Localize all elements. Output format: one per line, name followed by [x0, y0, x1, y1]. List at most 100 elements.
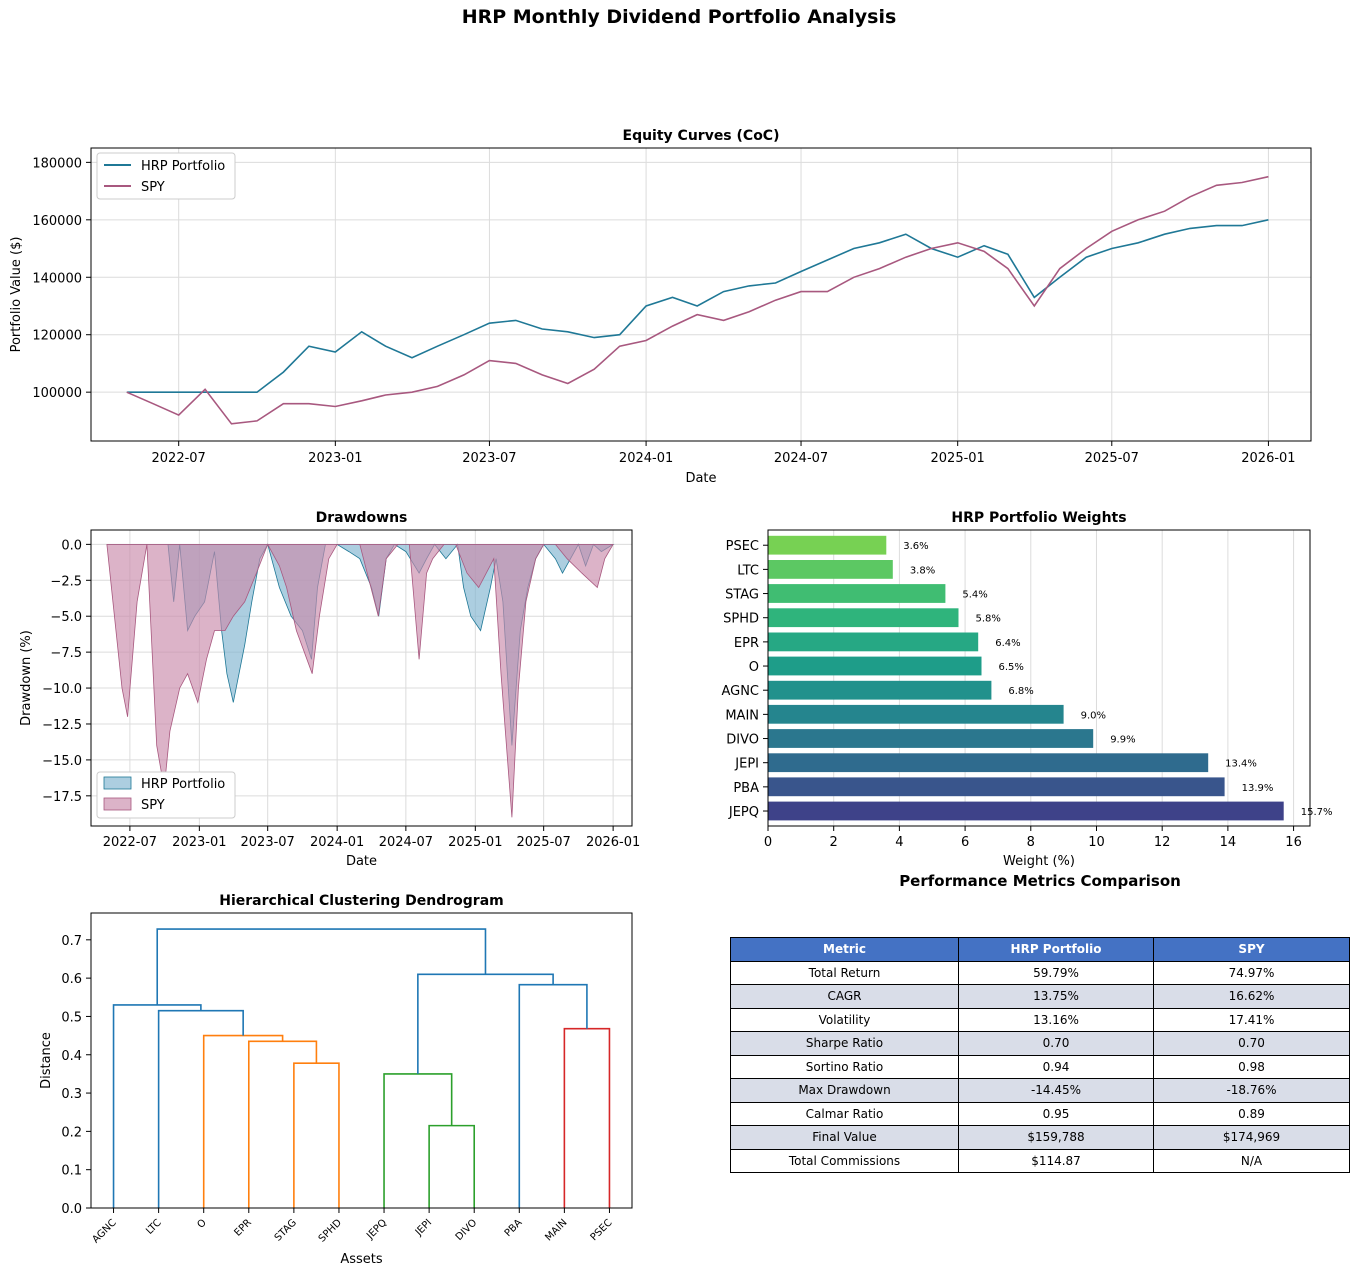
dendro-leaf-label: O — [195, 1217, 208, 1230]
metrics-cell-hrp: 13.75% — [958, 984, 1154, 1009]
weights-title: HRP Portfolio Weights — [951, 510, 1126, 526]
weights-bar — [768, 584, 946, 603]
drawdown-legend-swatch — [103, 776, 132, 790]
weights-bar — [768, 801, 1284, 821]
dendro-leaf-label: PBA — [503, 1217, 525, 1239]
dendro-link — [563, 1027, 611, 1208]
equity-y-tick-label: 120000 — [32, 329, 82, 344]
dendro-link — [112, 1004, 202, 1208]
metrics-cell-metric: Total Return — [730, 960, 959, 985]
drawdown-y-tick-label: −15.0 — [42, 754, 82, 769]
metrics-cell-spy: 0.70 — [1153, 1031, 1350, 1056]
dendro-link — [293, 1062, 340, 1208]
equity-x-tick-label: 2024-07 — [774, 451, 828, 466]
drawdown-legend-swatch — [103, 797, 132, 811]
weights-x-tick-label: 4 — [895, 835, 903, 850]
drawdown-y-tick-label: −2.5 — [50, 574, 82, 589]
equity-x-label: Date — [685, 471, 716, 486]
weights-y-tick-label: PBA — [733, 781, 759, 796]
weights-data-label: 3.6% — [903, 541, 928, 552]
drawdown-y-tick-label: −7.5 — [50, 646, 82, 661]
weights-data-label: 5.4% — [962, 590, 987, 601]
dendro-link — [383, 1073, 453, 1208]
metrics-row: Calmar Ratio 0.95 0.89 — [730, 1101, 1350, 1126]
dendro-link — [157, 1009, 244, 1208]
weights-x-tick-label: 12 — [1154, 835, 1171, 850]
equity-x-tick-label: 2024-01 — [619, 451, 673, 466]
dendro-leaf-label: LTC — [144, 1217, 164, 1237]
dendro-leaf-label: SPHD — [317, 1217, 345, 1245]
equity-x-tick-label: 2025-01 — [931, 451, 985, 466]
dendrogram-chart: 0.0 0.1 0.2 0.3 0.4 0.5 0.6 0.7 AGNC LTC O EPR STAG S… — [39, 893, 633, 1267]
weights-bar — [768, 656, 982, 676]
weights-data-label: 9.0% — [1081, 710, 1106, 721]
metrics-cell-hrp: 0.70 — [958, 1031, 1154, 1056]
dendro-leaf-label: STAG — [273, 1217, 299, 1243]
metrics-cell-metric: CAGR — [730, 984, 959, 1009]
dendro-link — [428, 1124, 476, 1208]
weights-bar — [768, 777, 1225, 797]
metrics-cell-hrp: -14.45% — [958, 1078, 1154, 1103]
equity-title: Equity Curves (CoC) — [623, 128, 780, 144]
drawdown-x-tick-label: 2023-01 — [172, 835, 226, 850]
drawdown-series-area — [106, 543, 614, 818]
dendro-leaf-label: JEPQ — [364, 1217, 389, 1242]
drawdown-legend-box — [96, 771, 236, 819]
metrics-cell-spy: -18.76% — [1153, 1078, 1350, 1103]
drawdown-x-tick-label: 2024-01 — [310, 835, 364, 850]
dendro-link — [202, 1034, 284, 1208]
dendro-leaf-label: AGNC — [90, 1217, 118, 1245]
weights-x-tick-label: 10 — [1088, 835, 1105, 850]
weights-x-tick-label: 8 — [1027, 835, 1035, 850]
metrics-cell-metric: Volatility — [730, 1007, 959, 1032]
metrics-row: Total Return 59.79% 74.97% — [730, 960, 1350, 985]
weights-bar — [768, 704, 1064, 724]
figure-title: HRP Monthly Dividend Portfolio Analysis — [461, 6, 897, 28]
weights-data-label: 13.9% — [1242, 783, 1274, 794]
weights-data-label: 15.7% — [1301, 807, 1333, 818]
dendro-y-label: Distance — [39, 1032, 54, 1089]
drawdown-y-tick-label: −17.5 — [42, 790, 82, 805]
weights-data-label: 6.5% — [999, 662, 1024, 673]
drawdown-x-tick-label: 2022-07 — [103, 835, 157, 850]
equity-x-tick-label: 2023-01 — [308, 451, 362, 466]
metrics-cell-metric: Sharpe Ratio — [730, 1031, 959, 1056]
dendro-y-tick-label: 0.7 — [61, 934, 82, 949]
weights-y-tick-label: STAG — [725, 588, 759, 603]
dendro-leaf-label: DIVO — [454, 1217, 480, 1243]
drawdown-y-tick-label: 0.0 — [61, 538, 82, 553]
weights-bar — [768, 632, 979, 652]
weights-chart: 0 2 4 6 8 10 12 14 16 JEPQ 15.7% PBA 13.9% JEPI 13.4% D… — [721, 510, 1332, 869]
weights-data-label: 5.8% — [976, 614, 1001, 625]
dendro-leaf-label: MAIN — [543, 1217, 569, 1243]
weights-bar — [768, 560, 893, 579]
dendro-y-tick-label: 0.0 — [61, 1202, 82, 1217]
weights-y-tick-label: O — [749, 660, 759, 675]
weights-data-label: 9.9% — [1110, 735, 1135, 746]
drawdown-x-tick-label: 2023-07 — [241, 835, 295, 850]
metrics-cell-hrp: 0.94 — [958, 1054, 1154, 1079]
weights-y-tick-label: SPHD — [723, 612, 759, 627]
metrics-header-hrp: HRP Portfolio — [958, 937, 1154, 962]
drawdown-x-tick-label: 2024-07 — [379, 835, 433, 850]
metrics-table: Metric HRP Portfolio SPY Total Return 59.… — [730, 937, 1350, 1173]
drawdown-y-tick-label: −10.0 — [42, 682, 82, 697]
metrics-header-row: Metric HRP Portfolio SPY — [730, 937, 1350, 962]
equity-legend-box — [96, 152, 236, 200]
dendro-y-tick-label: 0.1 — [61, 1164, 82, 1179]
equity-legend-label: SPY — [141, 180, 165, 195]
weights-data-label: 13.4% — [1225, 759, 1257, 770]
metrics-row: Final Value $159,788 $174,969 — [730, 1125, 1350, 1150]
metrics-cell-metric: Calmar Ratio — [730, 1101, 959, 1126]
metrics-cell-spy: 74.97% — [1153, 960, 1350, 985]
metrics-row: Sortino Ratio 0.94 0.98 — [730, 1054, 1350, 1079]
metrics-cell-spy: $174,969 — [1153, 1125, 1350, 1150]
metrics-cell-hrp: $114.87 — [958, 1148, 1154, 1173]
drawdown-x-label: Date — [346, 854, 377, 869]
weights-y-tick-label: JEPI — [734, 757, 759, 772]
equity-y-tick-label: 140000 — [32, 271, 82, 286]
metrics-cell-hrp: 13.16% — [958, 1007, 1154, 1032]
metrics-header-spy: SPY — [1153, 937, 1350, 962]
metrics-cell-metric: Final Value — [730, 1125, 959, 1150]
equity-series-line — [126, 219, 1269, 394]
